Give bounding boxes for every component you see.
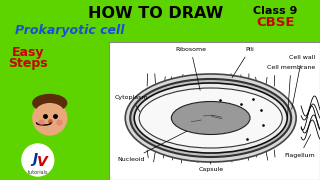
Circle shape: [22, 144, 54, 176]
Text: Cytoplasm: Cytoplasm: [114, 95, 148, 112]
Text: Ribosome: Ribosome: [175, 47, 206, 90]
Text: CBSE: CBSE: [256, 15, 294, 28]
FancyBboxPatch shape: [109, 42, 320, 180]
Text: tutorials: tutorials: [28, 170, 48, 174]
Ellipse shape: [171, 102, 250, 134]
Text: Steps: Steps: [8, 57, 48, 69]
Text: HOW TO DRAW: HOW TO DRAW: [88, 6, 224, 21]
Text: Pili: Pili: [232, 47, 254, 78]
Ellipse shape: [33, 94, 67, 111]
Ellipse shape: [139, 88, 282, 148]
Text: Nucleoid: Nucleoid: [117, 131, 187, 162]
Text: Prokaryotic cell: Prokaryotic cell: [15, 24, 124, 37]
Text: J: J: [32, 152, 37, 166]
Circle shape: [33, 101, 67, 135]
Text: Cell membrane: Cell membrane: [267, 65, 315, 118]
Text: Class 9: Class 9: [253, 6, 298, 16]
Text: V: V: [37, 155, 48, 169]
Ellipse shape: [125, 74, 296, 162]
Text: Flagellum: Flagellum: [284, 134, 315, 158]
Ellipse shape: [130, 79, 291, 157]
Text: Easy: Easy: [12, 46, 44, 58]
Ellipse shape: [35, 103, 65, 125]
Text: Cell wall: Cell wall: [289, 55, 315, 109]
Ellipse shape: [134, 83, 287, 153]
Text: Capsule: Capsule: [198, 162, 223, 172]
